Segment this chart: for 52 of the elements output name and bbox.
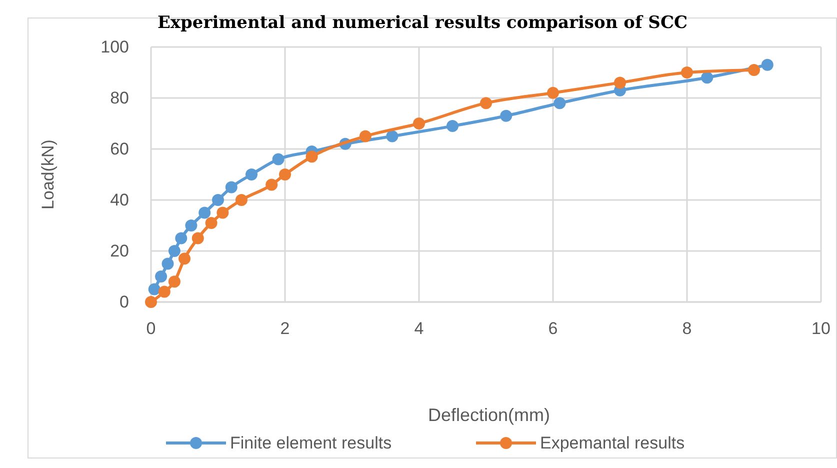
point (279, 168, 291, 180)
point (185, 220, 198, 232)
point (216, 206, 229, 219)
point (480, 97, 492, 110)
point (162, 258, 174, 270)
point (192, 232, 204, 244)
point (272, 153, 284, 166)
point (266, 178, 278, 191)
point (246, 168, 258, 180)
point (178, 252, 190, 265)
point (701, 72, 714, 84)
point (500, 110, 512, 122)
point (554, 97, 566, 110)
y-tick-label: 40 (110, 190, 129, 210)
point (145, 296, 157, 308)
point (225, 181, 238, 194)
point (175, 232, 188, 244)
point (212, 194, 224, 206)
x-tick-label: 0 (146, 319, 156, 338)
y-tick-label: 0 (120, 292, 129, 312)
point (359, 130, 372, 142)
point (386, 130, 398, 142)
point (614, 76, 626, 89)
y-tick-label: 60 (110, 140, 129, 158)
x-tick-label: 6 (548, 319, 558, 338)
point (446, 120, 458, 132)
x-tick-label: 2 (280, 319, 290, 338)
x-tick-label: 8 (682, 319, 692, 338)
chart-title: Experimental and numerical results comparison of SCC (157, 13, 688, 33)
point (761, 58, 774, 71)
point (205, 216, 218, 229)
point (748, 64, 760, 76)
point (158, 286, 170, 298)
x-tick-label: 4 (414, 319, 424, 338)
point (681, 66, 693, 78)
point (155, 270, 168, 282)
point (168, 245, 180, 257)
x-tick-label: 10 (812, 319, 830, 338)
y-axis-title: Load(kN) (38, 140, 58, 210)
y-tick-label: 20 (110, 242, 129, 260)
point (198, 206, 211, 219)
point (306, 150, 318, 163)
point (413, 118, 425, 130)
legend-label: Expemantal results (540, 434, 685, 452)
point (168, 276, 180, 288)
legend-label: Finite element results (230, 434, 392, 452)
point (235, 194, 248, 206)
point (148, 283, 160, 296)
y-tick-label: 80 (110, 88, 129, 108)
x-axis-title: Deflection(mm) (428, 405, 550, 425)
y-tick-label: 100 (100, 38, 129, 56)
point (547, 86, 559, 99)
